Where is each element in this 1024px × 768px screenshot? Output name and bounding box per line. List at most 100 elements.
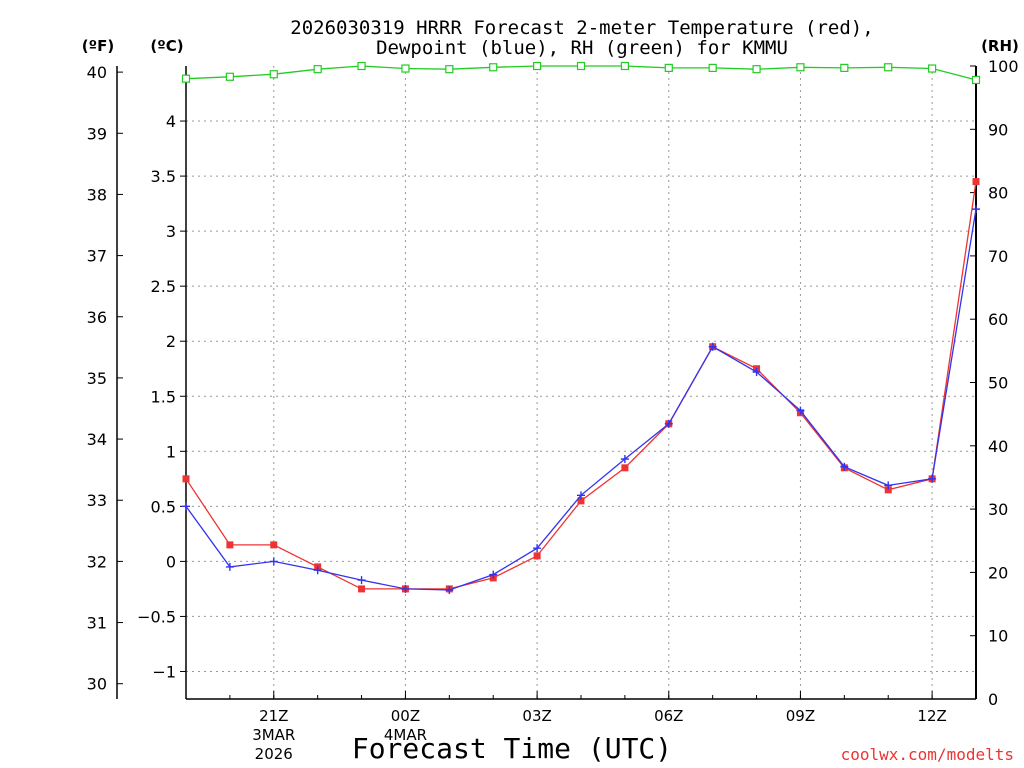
fahrenheit-tick-label: 37 <box>87 247 107 266</box>
x-tick-label: 09Z <box>786 707 815 725</box>
temperature-point <box>972 178 980 186</box>
celsius-tick-label: 1 <box>166 442 176 461</box>
rh-point <box>884 63 893 72</box>
dewpoint-point <box>620 455 629 464</box>
fahrenheit-tick-label: 31 <box>87 614 107 633</box>
rh-tick-label: 50 <box>988 374 1008 393</box>
fahrenheit-tick-label: 40 <box>87 63 107 82</box>
rh-point <box>181 74 191 83</box>
temperature-point <box>358 585 366 593</box>
dewpoint-point <box>313 566 322 575</box>
celsius-tick-label: 2 <box>166 332 176 351</box>
gridlines <box>186 66 976 699</box>
rh-point <box>313 65 322 74</box>
fahrenheit-tick-label: 35 <box>87 369 107 388</box>
dewpoint-point <box>884 481 893 490</box>
fahrenheit-tick-label: 39 <box>87 124 107 143</box>
rh-tick-label: 40 <box>988 437 1008 456</box>
rh-tick-label: 100 <box>988 57 1019 76</box>
x-tick-label: 12Z <box>917 707 946 725</box>
temperature-point <box>621 464 629 472</box>
celsius-tick-label: 0 <box>166 552 176 571</box>
fahrenheit-tick-label: 34 <box>87 430 107 449</box>
dewpoint-point <box>752 368 761 377</box>
celsius-tick-label: 3 <box>166 222 176 241</box>
temperature-point <box>533 552 541 560</box>
fahrenheit-tick-label: 32 <box>87 552 107 571</box>
rh-point <box>928 64 937 73</box>
celsius-tick-label: 3.5 <box>151 167 176 186</box>
x-axis-title: Forecast Time (UTC) <box>352 732 672 765</box>
x-tick-date: 4MAR <box>384 726 427 744</box>
celsius-tick-label: −1 <box>152 662 176 681</box>
rh-tick-label: 30 <box>988 500 1008 519</box>
rh-point <box>533 61 542 71</box>
celsius-tick-label: 4 <box>166 112 176 131</box>
dewpoint-point <box>489 570 498 579</box>
temperature-point <box>182 475 190 483</box>
temperature-point <box>226 541 234 549</box>
temperature-point <box>270 541 278 549</box>
rh-point <box>620 61 629 71</box>
rh-point <box>269 70 278 79</box>
rh-point <box>752 65 761 74</box>
dewpoint-point <box>928 474 937 483</box>
temperature-point <box>577 497 585 505</box>
rh-point <box>225 72 234 81</box>
rh-point <box>664 63 673 72</box>
x-tick-label: 03Z <box>522 707 551 725</box>
dewpoint-point <box>269 557 278 566</box>
rh-tick-label: 60 <box>988 310 1008 329</box>
chart-title-line2: Dewpoint (blue), RH (green) for KMMU <box>376 37 788 59</box>
x-tick-label: 06Z <box>654 707 683 725</box>
rh-tick-label: 10 <box>988 627 1008 646</box>
rh-point <box>840 63 849 72</box>
x-tick-label: 00Z <box>391 707 420 725</box>
dewpoint-point <box>664 419 673 428</box>
tick-labels: −1 −0.5 0 0.5 1 1.5 2 2.5 3 3.5 4 30 31 32 33 34 35 36 37 3… <box>87 57 1019 763</box>
rh-unit-label: (RH) <box>981 37 1019 55</box>
rh-tick-label: 80 <box>988 184 1008 203</box>
dewpoint-point <box>182 502 190 511</box>
dewpoint-point <box>577 491 585 500</box>
fahrenheit-tick-label: 36 <box>87 308 107 327</box>
x-tick-date: 3MAR <box>252 726 295 744</box>
dewpoint-point <box>533 544 542 553</box>
celsius-tick-label: 1.5 <box>151 387 176 406</box>
dewpoint-point <box>840 462 849 471</box>
celsius-unit-label: (ºC) <box>150 37 183 55</box>
rh-point <box>576 61 586 71</box>
rh-point <box>708 63 717 72</box>
dewpoint-point <box>401 584 410 593</box>
rh-point <box>445 65 454 74</box>
chart-title-line1: 2026030319 HRRR Forecast 2-meter Tempera… <box>290 17 873 39</box>
dewpoint-point <box>445 586 454 595</box>
celsius-tick-label: 0.5 <box>151 497 176 516</box>
rh-tick-label: 20 <box>988 563 1008 582</box>
rh-point <box>489 63 498 72</box>
dewpoint-point <box>796 406 805 415</box>
x-tick-year: 2026 <box>255 745 293 763</box>
temperature-series-line <box>185 181 977 590</box>
rh-tick-label: 0 <box>988 690 998 709</box>
temperature-point <box>884 486 892 494</box>
celsius-tick-label: −0.5 <box>137 607 176 626</box>
x-tick-label: 21Z <box>259 707 288 725</box>
credit-link[interactable]: coolwx.com/modelts <box>841 745 1014 764</box>
plot-series <box>181 61 981 595</box>
axes <box>116 65 977 700</box>
dewpoint-point <box>972 205 980 214</box>
fahrenheit-tick-label: 38 <box>87 185 107 204</box>
dewpoint-series-line <box>185 208 977 591</box>
dewpoint-point <box>225 562 234 571</box>
rh-point <box>971 75 981 85</box>
celsius-tick-label: 2.5 <box>151 277 176 296</box>
dewpoint-point <box>357 576 366 585</box>
rh-point <box>796 63 805 72</box>
fahrenheit-tick-label: 33 <box>87 491 107 510</box>
rh-tick-label: 70 <box>988 247 1008 266</box>
fahrenheit-unit-label: (ºF) <box>82 37 114 55</box>
fahrenheit-tick-label: 30 <box>87 675 107 694</box>
rh-tick-label: 90 <box>988 120 1008 139</box>
